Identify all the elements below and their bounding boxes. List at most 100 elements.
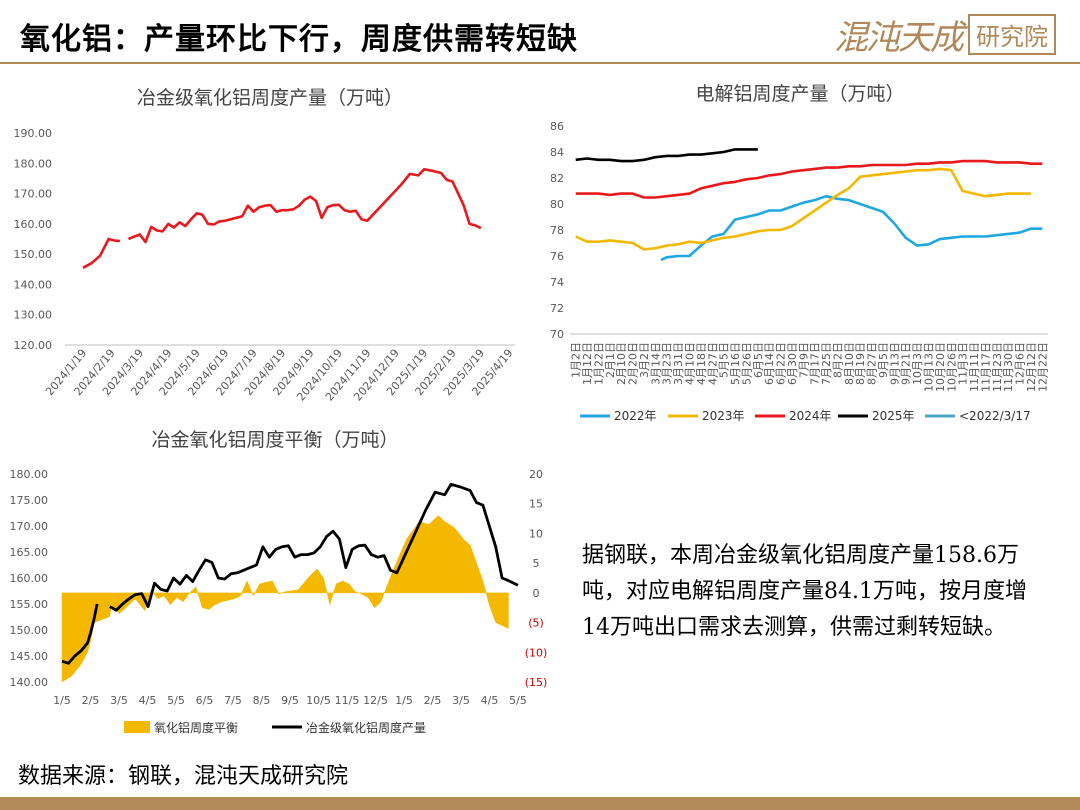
y-right-tick-label: 15 xyxy=(529,498,543,511)
x-tick-label: 2/5 xyxy=(82,694,100,707)
x-tick-label: 6月22日 xyxy=(775,342,788,385)
y-axis: 120.00 130.00 140.00 150.00 160.00 170.00 180.… xyxy=(14,127,515,352)
y-right-tick-label: 20 xyxy=(529,468,543,481)
legend-swatch xyxy=(124,721,150,733)
x-tick-label: 7月9日 xyxy=(797,342,810,378)
y-right-tick-label: 10 xyxy=(529,527,543,540)
legend-label: 2025年 xyxy=(872,409,915,423)
legend-label: <2022/3/17 xyxy=(959,409,1031,423)
y-left-tick-label: 175.00 xyxy=(10,494,49,507)
chart-alumina-balance: 冶金氧化铝周度平衡（万吨） 140.00 145.00 150.00 155.00 16… xyxy=(10,429,548,735)
x-tick-label: 4月18日 xyxy=(695,342,708,385)
series-line xyxy=(660,194,1043,262)
x-tick-label: 2月10日 xyxy=(615,342,628,385)
x-tick-label: 11月23日 xyxy=(991,342,1004,392)
y-axes: 140.00 145.00 150.00 155.00 160.00 165.00 170.… xyxy=(10,468,548,689)
y-right-tick-label: 5 xyxy=(533,557,540,570)
x-tick-label: 6月30日 xyxy=(786,342,799,385)
balance-area xyxy=(61,515,509,683)
x-tick-label: 9月21日 xyxy=(900,342,913,385)
x-tick-label: 1月22日 xyxy=(592,342,605,385)
x-tick-label: 4/5 xyxy=(481,694,499,707)
y-tick-label: 190.00 xyxy=(14,127,53,140)
x-tick-label: 8月19日 xyxy=(854,342,867,385)
y-tick-label: 140.00 xyxy=(14,278,53,291)
y-tick-label: 76 xyxy=(550,250,564,263)
legend: 2022年 2023年 2024年 2025年 <2022/3/17 xyxy=(580,409,1031,423)
x-tick-label: 5/5 xyxy=(167,694,185,707)
y-right-tick-label: (5) xyxy=(528,617,544,630)
x-axis: 2024/1/192024/2/192024/3/192024/4/192024… xyxy=(43,347,516,404)
x-tick-label: 3/5 xyxy=(110,694,128,707)
output-line xyxy=(61,603,99,665)
x-tick-label: 9/5 xyxy=(281,694,299,707)
x-axis: 1月2日1月12日1月22日2月1日2月10日2月20日3月2日3月14日3月2… xyxy=(570,342,1050,392)
commentary-text: 据钢联，本周冶金级氧化铝周度产量158.6万吨，对应电解铝周度产量84.1万吨，… xyxy=(582,543,1027,640)
y-tick-label: 130.00 xyxy=(14,309,53,322)
x-tick-label: 1月2日 xyxy=(570,342,583,378)
x-tick-label: 11月11日 xyxy=(968,342,981,392)
x-tick-label: 3月14日 xyxy=(649,342,662,385)
footer-bar xyxy=(0,797,1080,810)
y-left-tick-label: 145.00 xyxy=(10,650,49,663)
x-tick-label: 8月27日 xyxy=(866,342,879,385)
x-tick-label: 12/5 xyxy=(363,694,388,707)
x-tick-label: 11月30日 xyxy=(1002,342,1015,392)
x-tick-label: 11/5 xyxy=(335,694,360,707)
x-tick-label: 10月3日 xyxy=(911,342,924,385)
x-tick-label: 10月13日 xyxy=(923,342,936,392)
x-tick-label: 3月2日 xyxy=(638,342,651,378)
series-line xyxy=(575,167,1031,251)
x-tick-label: 4/5 xyxy=(139,694,157,707)
x-tick-label: 7月17日 xyxy=(809,342,822,385)
x-tick-label: 10月20日 xyxy=(934,342,947,392)
y-right-tick-label: (15) xyxy=(525,676,548,689)
x-tick-label: 3月31日 xyxy=(672,342,685,385)
page-title: 氧化铝：产量环比下行，周度供需转短缺 xyxy=(20,22,578,57)
x-tick-label: 10月26日 xyxy=(945,342,958,392)
y-left-tick-label: 165.00 xyxy=(10,546,49,559)
y-tick-label: 120.00 xyxy=(14,339,53,352)
y-tick-label: 70 xyxy=(550,328,564,341)
legend-label: 氧化铝周度平衡 xyxy=(154,720,238,735)
brand-logo: 混沌天成 研究院 xyxy=(834,10,1056,59)
x-tick-label: 12月6日 xyxy=(1014,342,1027,385)
x-tick-label: 11月17日 xyxy=(979,342,992,392)
x-tick-label: 4月27日 xyxy=(706,342,719,385)
plot-area xyxy=(575,148,1043,262)
x-tick-label: 5/5 xyxy=(509,694,527,707)
x-tick-label: 6月14日 xyxy=(763,342,776,385)
x-tick-label: 5月5日 xyxy=(718,342,731,378)
series-line xyxy=(575,159,1043,199)
x-tick-label: 8月2日 xyxy=(831,342,844,378)
y-left-tick-label: 140.00 xyxy=(10,676,49,689)
x-tick-label: 5月26日 xyxy=(740,342,753,385)
y-left-tick-label: 170.00 xyxy=(10,520,49,533)
data-source: 数据来源：钢联，混沌天成研究院 xyxy=(18,764,349,789)
x-tick-label: 9月5日 xyxy=(877,342,890,378)
x-tick-label: 1/5 xyxy=(395,694,413,707)
y-tick-label: 180.00 xyxy=(14,157,53,170)
y-tick-label: 78 xyxy=(550,224,564,237)
y-right-tick-label: (10) xyxy=(525,646,548,659)
plot-area xyxy=(61,483,519,683)
x-tick-label: 3/5 xyxy=(452,694,470,707)
header-divider xyxy=(0,62,1080,64)
y-left-tick-label: 180.00 xyxy=(10,468,49,481)
x-tick-label: 10/5 xyxy=(306,694,331,707)
x-axis: 1/5 2/5 3/5 4/5 5/5 6/5 7/5 8/5 9/5 10/5 11/5 12/5 1… xyxy=(53,694,527,707)
x-tick-label: 11月3日 xyxy=(957,342,970,385)
x-tick-label: 1/5 xyxy=(53,694,71,707)
y-tick-label: 74 xyxy=(550,276,564,289)
legend-label: 2024年 xyxy=(789,409,832,423)
x-tick-label: 12月12日 xyxy=(1025,342,1038,392)
x-tick-label: 7月25日 xyxy=(820,342,833,385)
y-tick-label: 150.00 xyxy=(14,248,53,261)
chart-alumina-output: 冶金级氧化铝周度产量（万吨） 120.00130.00140.00150.001… xyxy=(14,87,516,404)
y-left-tick-label: 155.00 xyxy=(10,598,49,611)
logo-script: 混沌天成 xyxy=(834,18,964,58)
x-tick-label: 4月10日 xyxy=(684,342,697,385)
chart-electrolytic-aluminum-output: 电解铝周度产量（万吨） 70 72 74 76 78 80 82 84 86 1月2日1月12日… xyxy=(550,83,1050,423)
chart-title: 冶金氧化铝周度平衡（万吨） xyxy=(151,429,398,451)
series-line xyxy=(575,148,758,163)
